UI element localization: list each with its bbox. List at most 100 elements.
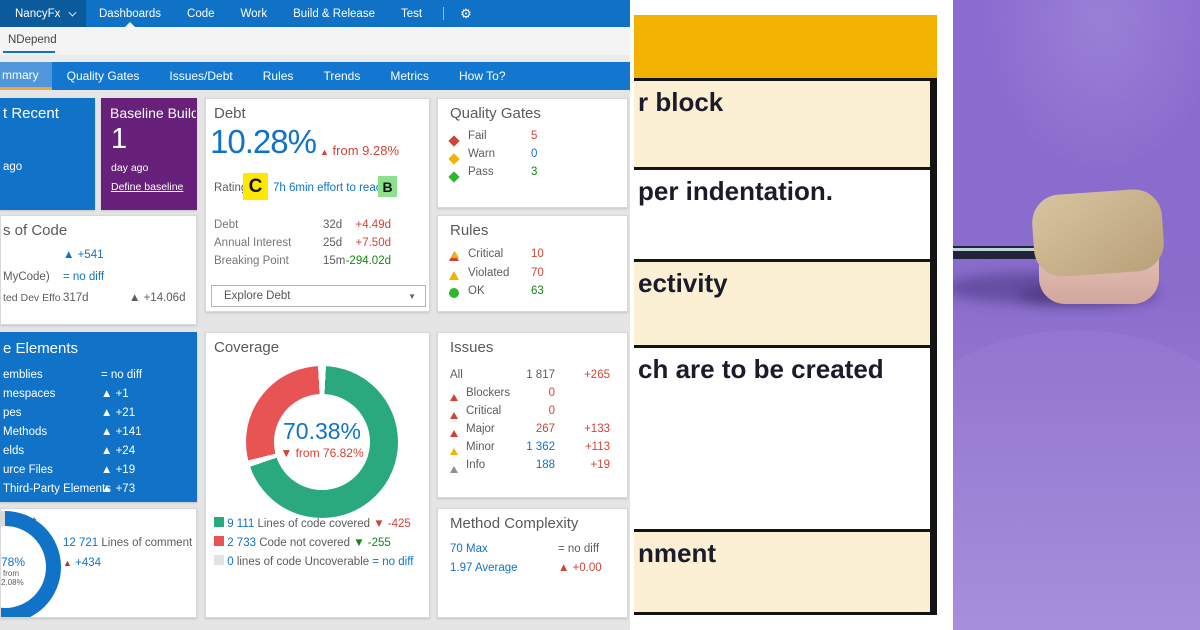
project-name: NancyFx <box>15 7 61 20</box>
baseline-age-value: 1 <box>111 123 128 155</box>
element-row-diff: ▲ +1 <box>101 388 129 400</box>
project-selector[interactable]: NancyFx <box>0 0 86 27</box>
fail-icon <box>448 135 460 147</box>
toolbar-tab-rules[interactable]: Rules <box>262 69 294 83</box>
card-title: Quality Gates <box>450 105 541 122</box>
toolbar-tab-how-to[interactable]: How To? <box>459 69 506 83</box>
gate-row-label: Pass <box>468 166 494 178</box>
card-title: Coverage <box>214 339 280 356</box>
code-elements-card: e Elements emblies = no diff mespaces ▲ … <box>0 332 197 502</box>
nav-item-work[interactable]: Work <box>240 7 268 20</box>
toolbar-tab-summary[interactable]: mmary <box>0 62 52 90</box>
nav-item-dashboards[interactable]: Dashboards <box>86 0 174 27</box>
toolbar-tab-trends[interactable]: Trends <box>323 69 361 83</box>
debt-trend: from 9.28% <box>332 143 400 158</box>
legend-label: lines of code Uncoverable <box>236 556 370 568</box>
issue-row-value: 1 817 <box>526 369 555 381</box>
table-cell: ch are to be created <box>634 345 937 529</box>
pass-icon <box>448 171 460 183</box>
tab-ndepend[interactable]: NDepend <box>8 34 57 46</box>
gate-row-label: Fail <box>468 130 487 142</box>
gate-row-value: 5 <box>531 130 538 142</box>
element-row-diff: ▲ +73 <box>101 483 136 495</box>
complexity-row-diff: = no diff <box>558 543 600 555</box>
card-title: s of Code <box>3 222 68 239</box>
table-cell-text: r block <box>638 87 724 117</box>
debt-percent: 10.28% <box>210 123 317 160</box>
toolbar-tab-issues-debt[interactable]: Issues/Debt <box>169 69 233 83</box>
card-title: Debt <box>214 105 246 122</box>
debt-row-value: 15m <box>323 255 346 267</box>
legend-swatch-not-covered <box>214 536 224 546</box>
table-cell-header <box>634 15 937 78</box>
debt-row-value: 32d <box>323 219 343 231</box>
gear-icon[interactable]: ⚙ <box>460 5 472 21</box>
debt-row-label: Breaking Point <box>214 255 289 267</box>
floor-light <box>866 330 1200 630</box>
element-row-label: Methods <box>3 426 48 438</box>
element-row-label: elds <box>3 445 25 457</box>
tab-underline <box>3 51 55 53</box>
loc-row-label: ted Dev Effort <box>3 292 61 304</box>
issue-row-value: 0 <box>548 387 555 399</box>
issue-row-value: 0 <box>548 405 555 417</box>
legend-diff: = no diff <box>372 556 414 568</box>
toolbar-tab-quality-gates[interactable]: Quality Gates <box>66 69 140 83</box>
rules-card: Rules Critical 10 Violated 70 OK 63 <box>437 215 628 312</box>
rule-row-value: 10 <box>531 248 544 260</box>
product-photo <box>866 0 1200 630</box>
debt-rating-badge: C <box>243 173 268 200</box>
issue-row-diff: +265 <box>584 369 610 381</box>
table-cell-text: ectivity <box>638 268 728 298</box>
method-complexity-card: Method Complexity 70 Max = no diff 1.97 … <box>437 508 628 618</box>
nav-divider <box>443 7 445 20</box>
comment-percent: 78% <box>1 555 26 569</box>
cable-highlight <box>953 248 1053 251</box>
loc-row-diff: = no diff <box>63 271 105 283</box>
coverage-card: Coverage 70.38% ▼ from 76.82% 9 111 Line… <box>205 332 430 618</box>
legend-swatch-uncoverable <box>214 555 224 565</box>
legend-swatch-covered <box>214 517 224 527</box>
debt-row-label: Debt <box>214 219 239 231</box>
baseline-age-unit: day ago <box>111 162 149 174</box>
issue-row-value: 188 <box>535 459 555 471</box>
table-cell: r block <box>634 78 937 167</box>
explore-debt-dropdown[interactable]: Explore Debt ▼ <box>211 285 426 307</box>
issue-row-label: All <box>450 369 463 381</box>
blocker-issue-icon <box>450 394 458 401</box>
element-row-label: emblies <box>3 369 43 381</box>
debt-card: Debt 10.28% ▲ from 9.28% Rating C 7h 6mi… <box>205 98 430 312</box>
issue-row-diff: +19 <box>590 459 610 471</box>
element-row-label: urce Files <box>3 464 53 476</box>
build-age-label: ago <box>3 161 23 173</box>
nav-item-code[interactable]: Code <box>187 7 215 20</box>
rule-row-label: Violated <box>468 267 510 279</box>
ndepend-toolbar: mmary Quality Gates Issues/Debt Rules Tr… <box>0 62 630 90</box>
element-row-diff: ▲ +21 <box>101 407 136 419</box>
table-cell-text: nment <box>638 538 716 568</box>
comment-card: ment 78% from 2.08% 12 721 Lines of comm… <box>0 508 197 618</box>
element-row-label: mespaces <box>3 388 56 400</box>
nav-item-build-release[interactable]: Build & Release <box>293 7 375 20</box>
rule-row-value: 63 <box>531 285 544 297</box>
critical-issue-icon <box>450 412 458 419</box>
issue-row-label: Critical <box>466 405 502 417</box>
rule-row-label: OK <box>468 285 485 297</box>
legend-number: 9 111 <box>227 518 255 530</box>
quality-gates-card: Quality Gates Fail 5 Warn 0 Pass 3 <box>437 98 628 208</box>
define-baseline-link[interactable]: Define baseline <box>111 181 184 193</box>
nav-item-test[interactable]: Test <box>400 7 423 20</box>
issue-row-value: 1 362 <box>526 441 555 453</box>
table-cell-text: ch are to be created <box>638 354 884 384</box>
element-row-diff: = no diff <box>101 369 143 381</box>
warn-icon <box>448 153 460 165</box>
element-row-diff: ▲ +141 <box>101 426 142 438</box>
complexity-row-label: 1.97 Average <box>450 562 518 574</box>
trend-up-icon: ▲ <box>320 147 329 157</box>
coverage-trend: ▼ from 76.82% <box>280 446 364 460</box>
toolbar-tab-metrics[interactable]: Metrics <box>390 69 430 83</box>
element-row-diff: ▲ +24 <box>101 445 136 457</box>
most-recent-build-card: t Recent ago <box>0 98 95 210</box>
legend-label: Lines of code covered <box>257 518 371 530</box>
